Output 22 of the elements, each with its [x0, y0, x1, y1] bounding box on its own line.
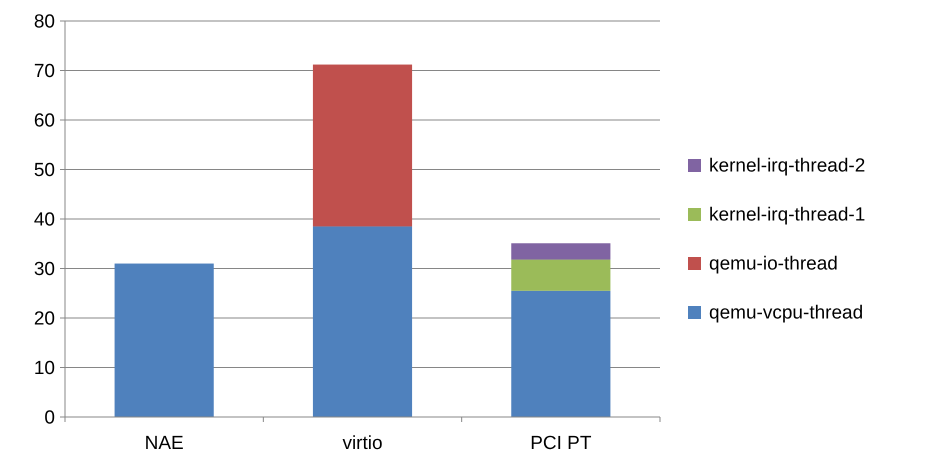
y-tick-label: 40 — [34, 210, 55, 231]
y-tick-label: 50 — [34, 160, 55, 182]
bar — [312, 64, 412, 226]
y-tick-label: 80 — [34, 12, 55, 33]
legend-label: kernel-irq-thread-1 — [709, 204, 866, 226]
x-tick-label: NAE — [144, 433, 184, 454]
bar — [511, 290, 610, 417]
y-tick-label: 20 — [34, 308, 55, 330]
legend-label: qemu-io-thread — [709, 254, 838, 275]
bar — [511, 260, 610, 291]
y-tick-label: 70 — [34, 61, 55, 82]
y-tick-label: 0 — [44, 408, 55, 429]
bar — [312, 226, 412, 417]
y-tick-label: 10 — [34, 358, 55, 380]
legend-label: kernel-irq-thread-2 — [709, 156, 866, 177]
bar — [511, 243, 610, 260]
bar — [114, 264, 214, 417]
y-tick-label: 60 — [34, 110, 55, 132]
x-tick-label: virtio — [342, 433, 383, 454]
x-tick-label: PCI PT — [530, 433, 592, 454]
legend-label: qemu-vcpu-thread — [709, 302, 864, 324]
y-tick-label: 30 — [34, 259, 55, 280]
